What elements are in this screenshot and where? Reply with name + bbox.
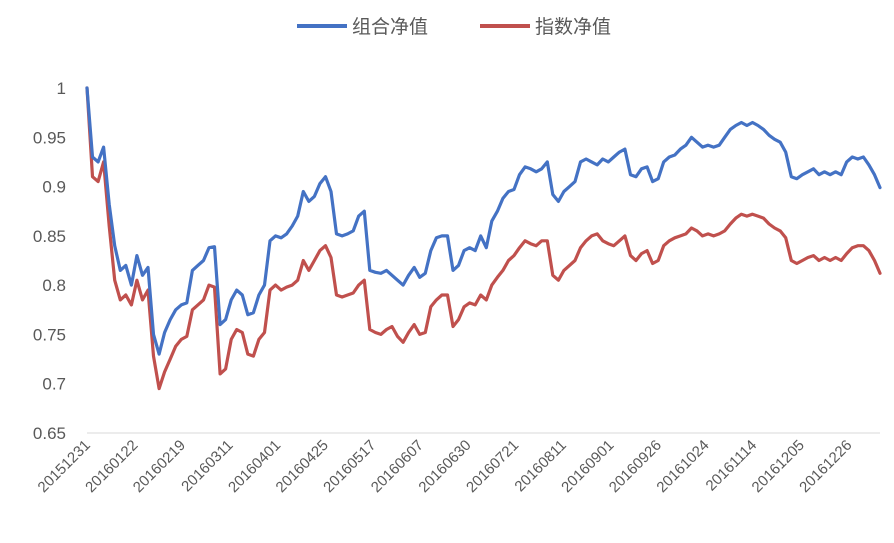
x-tick-label: 20161024 xyxy=(653,437,712,496)
series-line-0 xyxy=(85,86,882,356)
y-tick-label: 0.9 xyxy=(42,178,66,197)
legend: 组合净值 指数净值 xyxy=(297,16,611,38)
series-line-1 xyxy=(85,86,882,391)
y-tick-label: 0.95 xyxy=(33,128,66,147)
x-axis: 2015123120160122201602192016031120160401… xyxy=(35,437,856,496)
legend-label-1: 指数净值 xyxy=(535,16,611,38)
y-tick-label: 0.8 xyxy=(42,276,66,295)
y-tick-label: 1 xyxy=(57,79,66,98)
legend-item-0: 组合净值 xyxy=(297,16,428,38)
x-tick-label: 20161226 xyxy=(796,437,855,496)
x-tick-label: 20160219 xyxy=(130,437,189,496)
y-tick-label: 0.65 xyxy=(33,424,66,443)
y-axis: 1 0.95 0.9 0.85 0.8 0.75 0.7 0.65 xyxy=(33,79,66,443)
y-tick-label: 0.75 xyxy=(33,325,66,344)
legend-label-0: 组合净值 xyxy=(352,16,428,38)
x-tick-label: 20160721 xyxy=(463,437,522,496)
y-tick-label: 0.85 xyxy=(33,227,66,246)
y-tick-label: 0.7 xyxy=(42,375,66,394)
plot-area xyxy=(85,86,882,391)
legend-item-1: 指数净值 xyxy=(480,16,611,38)
